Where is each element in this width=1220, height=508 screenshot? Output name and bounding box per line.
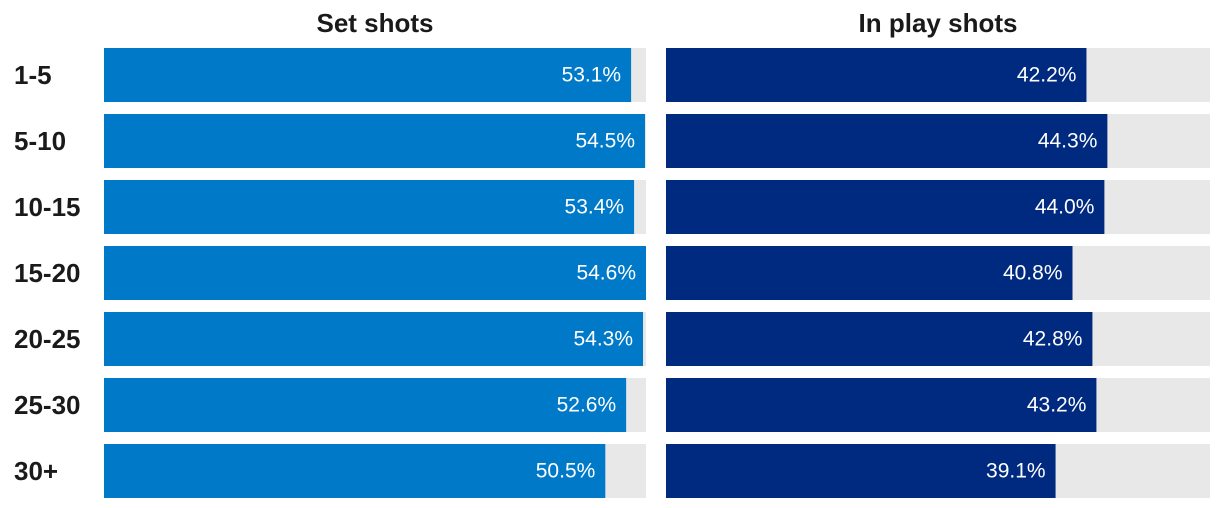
category-label: 15-20: [14, 258, 81, 288]
bar: [666, 246, 1073, 300]
bar: [104, 114, 646, 168]
data-label: 42.2%: [1017, 64, 1077, 87]
data-label: 54.6%: [576, 262, 636, 285]
data-label: 53.1%: [562, 64, 622, 87]
bar: [666, 114, 1108, 168]
category-label: 30+: [14, 456, 58, 486]
bar: [104, 48, 632, 102]
bar: [104, 312, 644, 366]
data-label: 43.2%: [1027, 394, 1087, 417]
bar: [666, 180, 1105, 234]
data-label: 53.4%: [565, 196, 625, 219]
data-label: 44.0%: [1035, 196, 1095, 219]
bar: [104, 378, 627, 432]
category-label: 5-10: [14, 126, 66, 156]
bar: [666, 48, 1087, 102]
bar: [104, 246, 646, 300]
data-label: 39.1%: [986, 460, 1046, 483]
bar: [666, 444, 1056, 498]
panel-title: In play shots: [859, 8, 1018, 38]
bar: [666, 378, 1097, 432]
bar: [104, 444, 606, 498]
data-label: 42.8%: [1023, 328, 1083, 351]
category-label: 20-25: [14, 324, 81, 354]
category-label: 10-15: [14, 192, 81, 222]
data-label: 54.5%: [575, 130, 635, 153]
bar: [104, 180, 635, 234]
data-label: 50.5%: [536, 460, 596, 483]
data-label: 44.3%: [1038, 130, 1098, 153]
panel-title: Set shots: [316, 8, 433, 38]
category-label: 1-5: [14, 60, 52, 90]
data-label: 54.3%: [573, 328, 633, 351]
data-label: 40.8%: [1003, 262, 1063, 285]
bar: [666, 312, 1093, 366]
category-label: 25-30: [14, 390, 81, 420]
data-label: 52.6%: [557, 394, 617, 417]
